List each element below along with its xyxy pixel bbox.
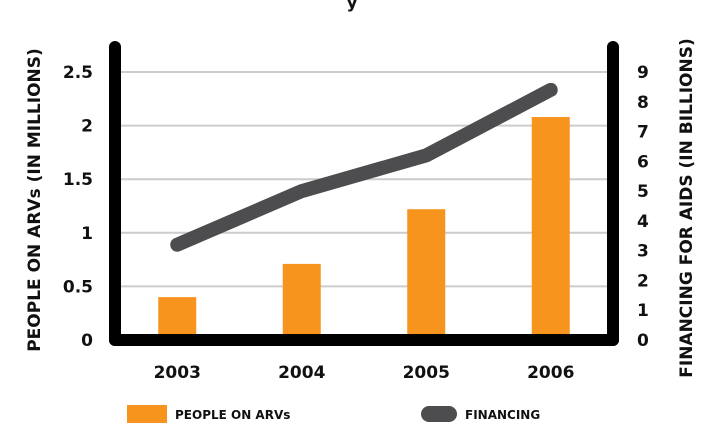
bars bbox=[158, 117, 570, 340]
y-axis-title: PEOPLE ON ARVs (IN MILLIONS) bbox=[25, 48, 45, 352]
right-tick-8: 8 bbox=[637, 93, 649, 113]
top-title-fragment: y bbox=[346, 0, 357, 13]
x-tick-2005: 2005 bbox=[403, 363, 450, 383]
x-tick-2004: 2004 bbox=[278, 363, 325, 383]
axes bbox=[109, 41, 619, 346]
x-tick-2003: 2003 bbox=[154, 363, 201, 383]
right-tick-0: 0 bbox=[637, 331, 649, 351]
left-tick-3: 1.5 bbox=[63, 170, 93, 190]
left-tick-5: 2.5 bbox=[63, 63, 93, 83]
legend: PEOPLE ON ARVs FINANCING bbox=[127, 405, 540, 423]
right-tick-3: 3 bbox=[637, 242, 649, 262]
financing-point-2004 bbox=[300, 190, 303, 193]
left-tick-2: 1 bbox=[81, 224, 93, 244]
legend-label-financing: FINANCING bbox=[465, 408, 540, 422]
right-tick-1: 1 bbox=[637, 301, 649, 321]
financing-point-2003 bbox=[176, 243, 179, 246]
right-tick-6: 6 bbox=[637, 152, 649, 172]
financing-point-2006 bbox=[549, 88, 552, 91]
legend-label-people: PEOPLE ON ARVs bbox=[175, 408, 290, 422]
x-tick-2006: 2006 bbox=[527, 363, 574, 383]
left-tick-1: 0.5 bbox=[63, 277, 93, 297]
bar-2004 bbox=[282, 263, 321, 340]
right-tick-2: 2 bbox=[637, 271, 649, 291]
financing-point-2005 bbox=[425, 154, 428, 157]
bar-2005 bbox=[407, 209, 446, 340]
right-tick-4: 4 bbox=[637, 212, 649, 232]
y2-axis-title: FINANCING FOR AIDS (IN BILLIONS) bbox=[677, 38, 697, 378]
left-tick-0: 0 bbox=[81, 331, 93, 351]
financing-line bbox=[170, 82, 558, 252]
bar-2003 bbox=[158, 297, 197, 340]
right-tick-7: 7 bbox=[637, 123, 649, 143]
legend-swatch-people bbox=[127, 405, 167, 423]
tick-labels: 0 0.5 1 1.5 2 2.5 0 1 2 3 4 5 6 7 8 9 2003 2004 2005 2006 bbox=[63, 63, 649, 383]
right-tick-5: 5 bbox=[637, 182, 649, 202]
left-tick-4: 2 bbox=[81, 117, 93, 137]
financing-line-group bbox=[170, 82, 558, 252]
right-tick-9: 9 bbox=[637, 63, 649, 83]
bar-2006 bbox=[531, 117, 570, 340]
